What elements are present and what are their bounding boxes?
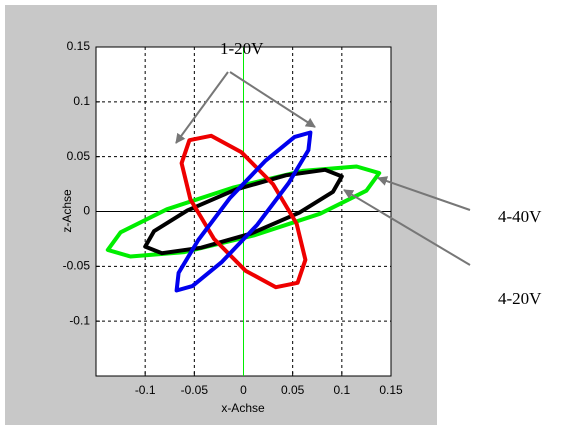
y-tick-label: 0.05 bbox=[67, 149, 91, 163]
annotation: 1-20V bbox=[220, 39, 264, 58]
y-tick-label: 0.15 bbox=[67, 39, 91, 53]
y-tick-label: -0.05 bbox=[63, 259, 91, 273]
curve bbox=[143, 167, 344, 256]
y-tick-label: -0.1 bbox=[69, 313, 90, 327]
x-tick-label: 0.15 bbox=[379, 383, 403, 397]
arrow bbox=[229, 71, 316, 128]
y-tick-label: 0.1 bbox=[73, 94, 90, 108]
x-tick-label: 0.05 bbox=[281, 383, 305, 397]
curve bbox=[105, 164, 382, 259]
arrow bbox=[343, 189, 471, 266]
arrows bbox=[175, 71, 471, 266]
curve bbox=[179, 133, 308, 290]
arrow bbox=[175, 71, 229, 144]
y-tick-label: 0 bbox=[83, 204, 90, 218]
arrow bbox=[377, 176, 471, 211]
x-tick-label: -0.1 bbox=[135, 383, 156, 397]
annotation: 4-20V bbox=[498, 289, 542, 308]
curve bbox=[174, 130, 313, 293]
annotation: 4-40V bbox=[498, 207, 542, 226]
x-tick-label: -0.05 bbox=[181, 383, 209, 397]
x-tick-label: 0.1 bbox=[333, 383, 350, 397]
x-tick-label: 0 bbox=[240, 383, 247, 397]
y-axis-label: z-Achse bbox=[60, 189, 74, 233]
x-axis-label: x-Achse bbox=[221, 401, 265, 415]
